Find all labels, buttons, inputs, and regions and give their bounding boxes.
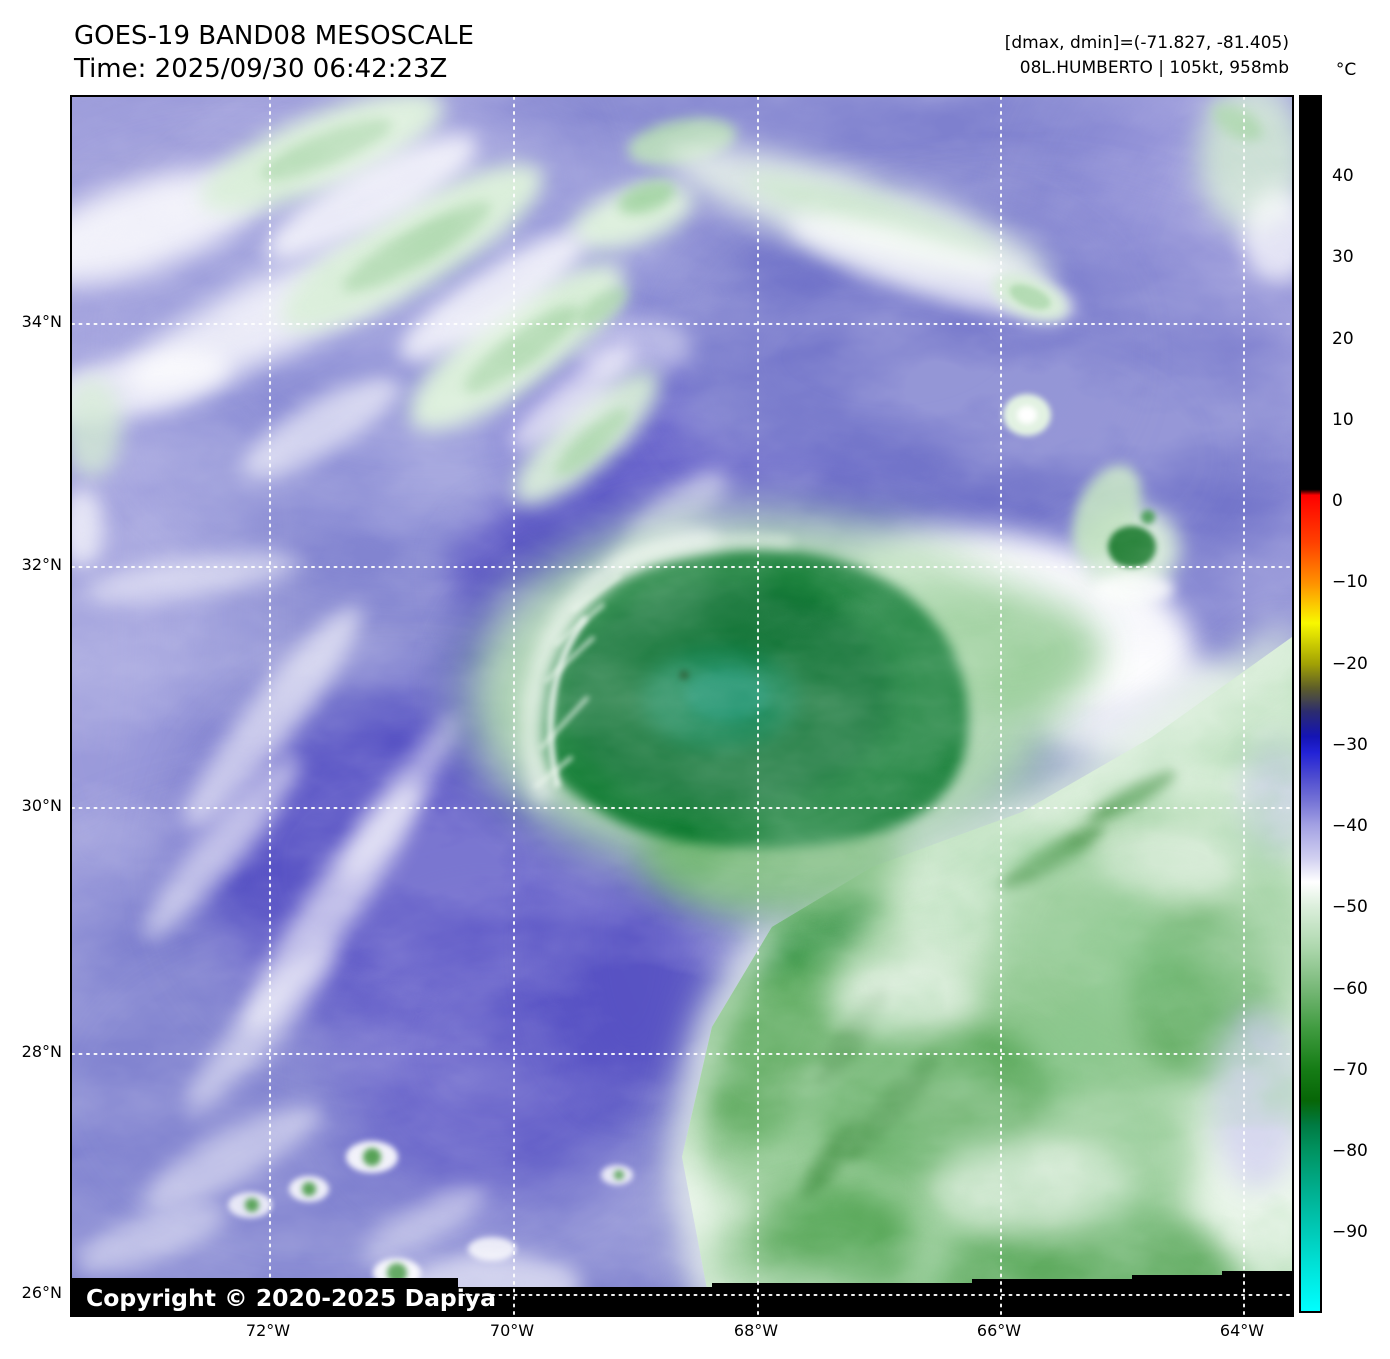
lon-tick-68w: 68°W — [733, 1321, 779, 1340]
colorbar-tick: −90 — [1332, 1222, 1368, 1242]
cloud-texture-overlay — [72, 97, 1292, 1315]
lon-tick-64w: 64°W — [1219, 1321, 1265, 1340]
lon-tick-72w: 72°W — [245, 1321, 291, 1340]
colorbar-tick: 0 — [1332, 491, 1343, 511]
dmax-dmin-annotation: [dmax, dmin]=(-71.827, -81.405) — [1004, 33, 1289, 53]
lat-tick-34n: 34°N — [21, 312, 62, 331]
colorbar-tick: −10 — [1332, 572, 1368, 592]
colorbar-tick: −20 — [1332, 654, 1368, 674]
colorbar-gradient — [1299, 95, 1322, 1313]
copyright-text: Copyright © 2020-2025 Dapiya — [86, 1284, 496, 1312]
lon-tick-66w: 66°W — [976, 1321, 1022, 1340]
colorbar-tick: −40 — [1332, 816, 1368, 836]
timestamp: Time: 2025/09/30 06:42:23Z — [74, 54, 448, 84]
copyright-bar: Copyright © 2020-2025 Dapiya — [72, 1278, 496, 1315]
colorbar-tick: −60 — [1332, 979, 1368, 999]
satellite-map: Copyright © 2020-2025 Dapiya — [70, 95, 1294, 1317]
lat-tick-26n: 26°N — [21, 1283, 62, 1302]
colorbar-tick: −30 — [1332, 735, 1368, 755]
colorbar-tick: 40 — [1332, 166, 1354, 186]
colorbar-unit-label: °C — [1335, 60, 1357, 80]
satellite-image: Copyright © 2020-2025 Dapiya — [72, 97, 1292, 1315]
storm-annotation: 08L.HUMBERTO | 105kt, 958mb — [1019, 58, 1289, 78]
colorbar-tick: −70 — [1332, 1060, 1368, 1080]
lat-tick-32n: 32°N — [21, 555, 62, 574]
colorbar-tick: 30 — [1332, 247, 1354, 267]
page-title: GOES-19 BAND08 MESOSCALE — [74, 21, 474, 51]
lat-tick-28n: 28°N — [21, 1042, 62, 1061]
lon-tick-70w: 70°W — [489, 1321, 535, 1340]
colorbar-tick: −80 — [1332, 1141, 1368, 1161]
colorbar-tick: 20 — [1332, 329, 1354, 349]
lat-tick-30n: 30°N — [21, 796, 62, 815]
colorbar-tick: 10 — [1332, 410, 1354, 430]
colorbar-tick: −50 — [1332, 897, 1368, 917]
